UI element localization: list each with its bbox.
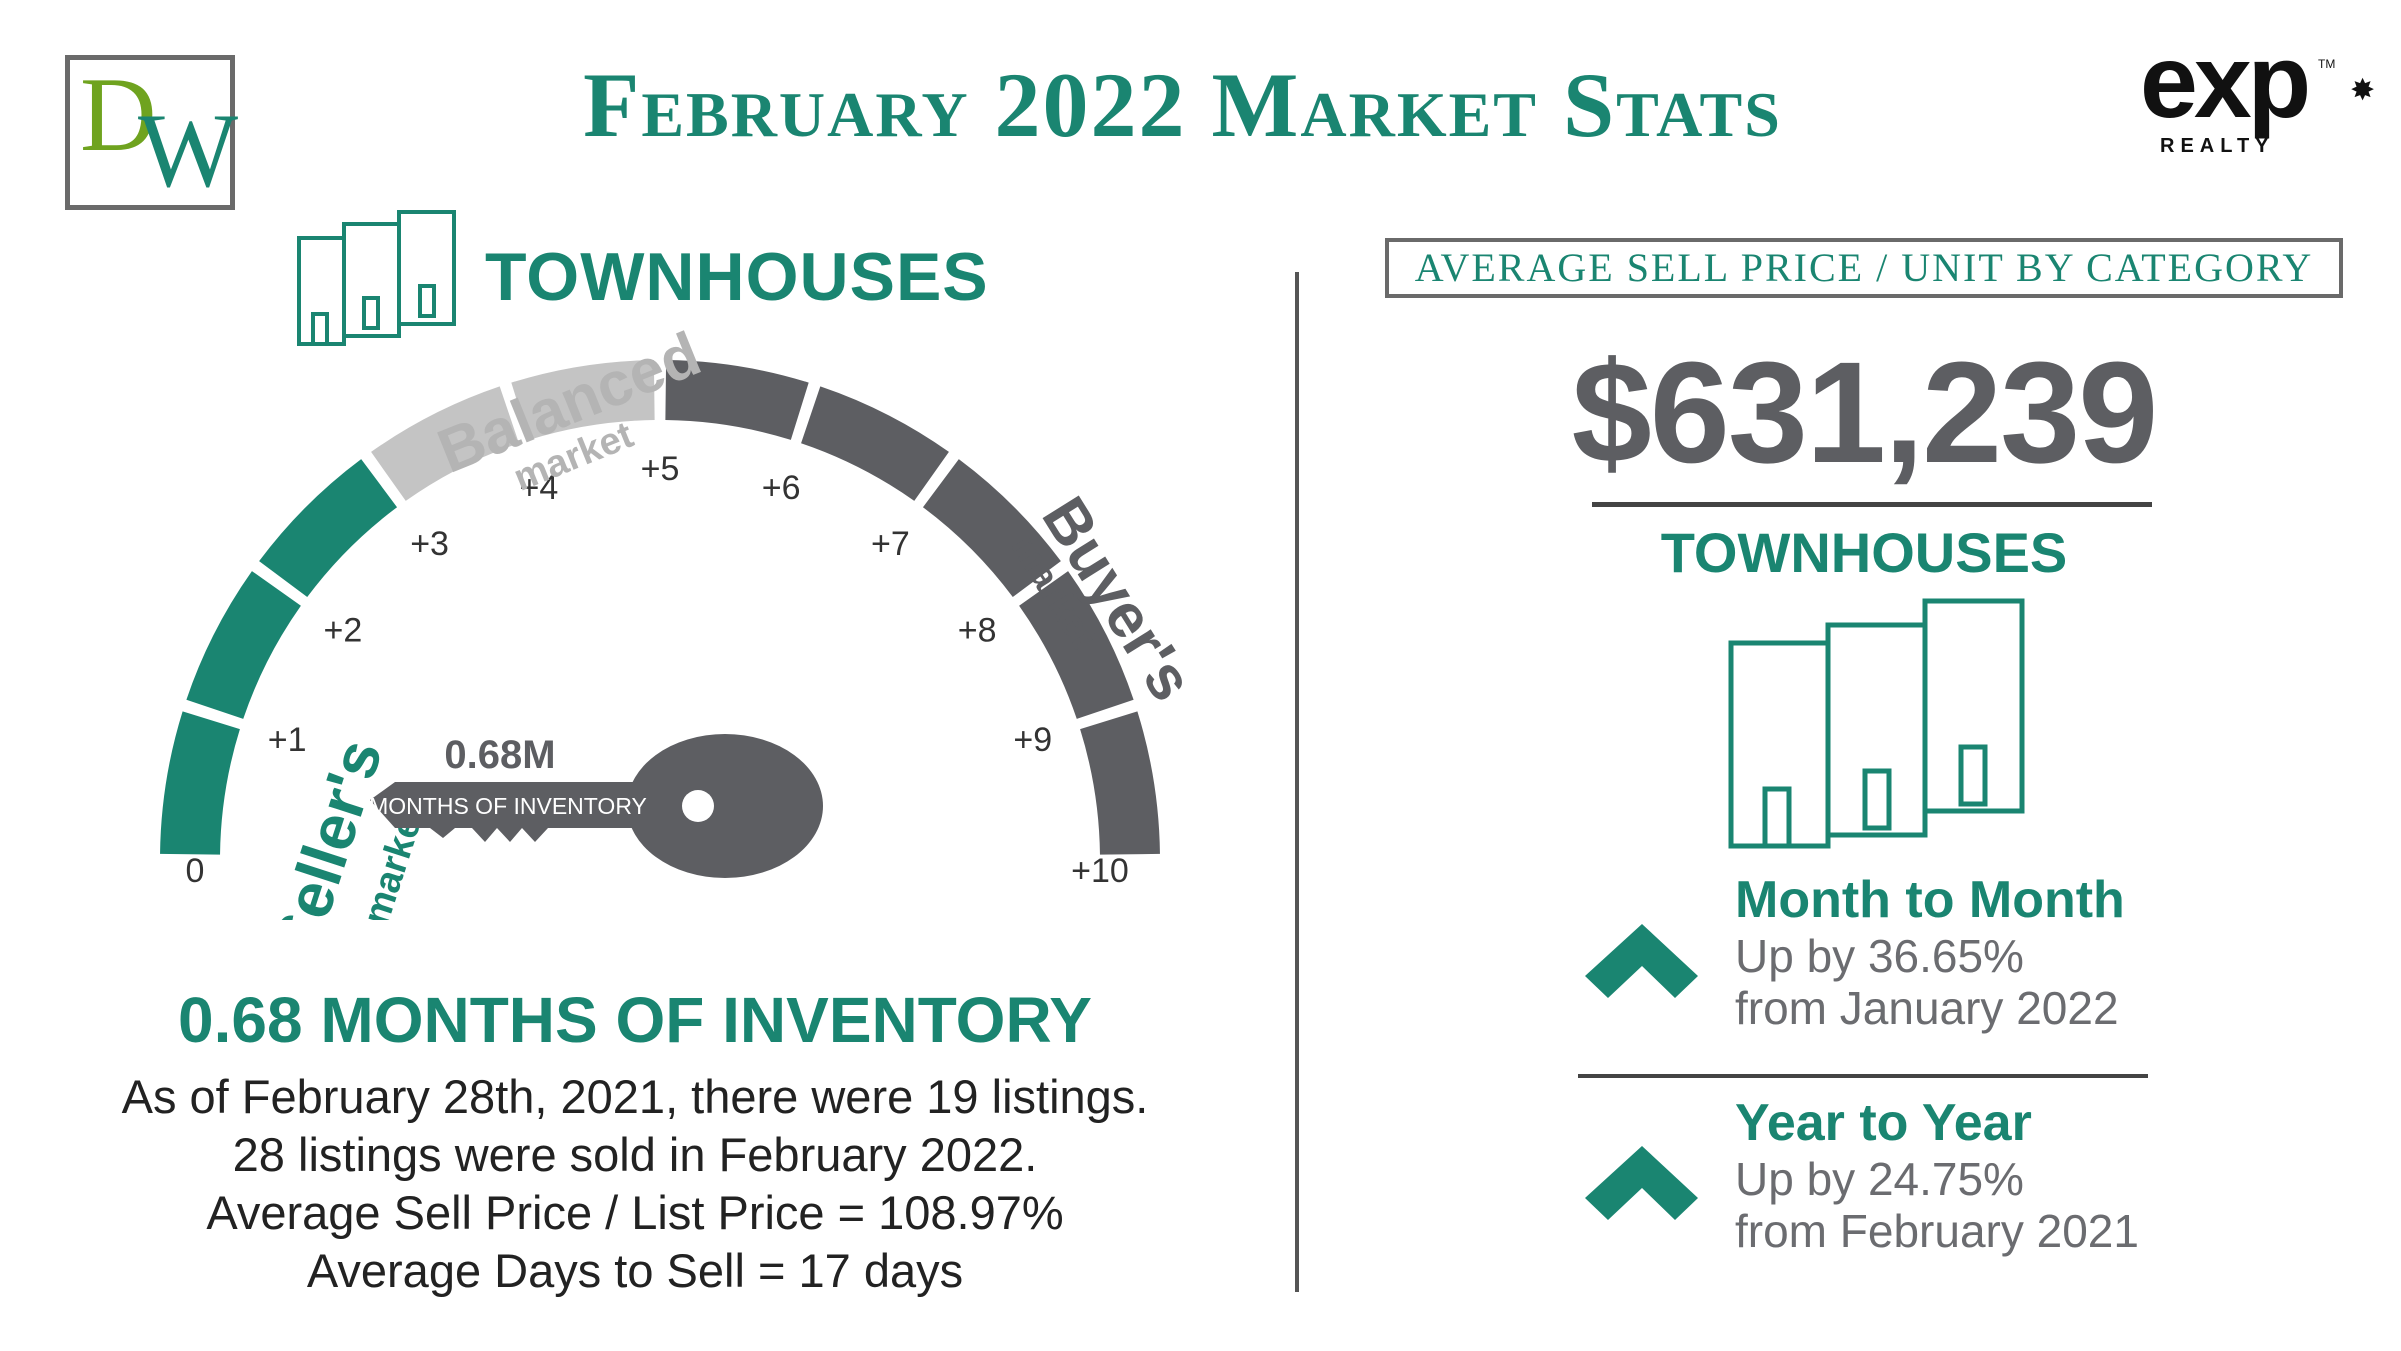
section-divider	[1578, 1074, 2148, 1078]
gauge-tick-label: 0	[186, 852, 205, 890]
key-caption: MONTHS OF INVENTORY	[369, 793, 647, 819]
gauge-tick-label: +9	[1013, 721, 1052, 759]
inventory-line: Average Sell Price / List Price = 108.97…	[206, 1186, 1064, 1239]
up-chevron-icon	[1585, 924, 1698, 998]
gauge-segment	[1019, 571, 1134, 719]
up-chevron-icon	[1585, 1146, 1698, 1220]
year-to-year-period: from February 2021	[1735, 1205, 2139, 1257]
exp-logo-sub: REALTY	[2160, 135, 2275, 157]
month-to-month-change: Up by 36.65%	[1735, 930, 2024, 982]
page-title: February 2022 Market Stats	[583, 54, 1782, 156]
gauge-tick-label: +3	[410, 525, 449, 563]
gauge-tick-label: +10	[1071, 852, 1129, 890]
market-gauge: 0+1+2+3+4+5+6+7+8+9+10 Seller's market B…	[160, 320, 1206, 920]
gauge-segment	[801, 386, 949, 501]
gauge-segment	[665, 360, 809, 440]
gauge-segment	[259, 459, 398, 598]
inventory-line: 28 listings were sold in February 2022.	[232, 1128, 1038, 1181]
gauge-tick-label: +6	[762, 469, 801, 507]
dw-logo-letter-w: W	[138, 92, 239, 209]
townhouse-icon	[1728, 598, 2025, 849]
gauge-tick-label: +8	[958, 612, 997, 650]
gauge-tick-label: +5	[641, 450, 680, 488]
year-to-year-change: Up by 24.75%	[1735, 1153, 2024, 1205]
gauge-segment	[511, 360, 655, 440]
maple-leaf-icon: ✸	[2350, 74, 2376, 107]
gauge-tick-label: +1	[268, 721, 307, 759]
gauge-tick-label: +7	[871, 525, 910, 563]
exp-logo-text: exp	[2140, 24, 2311, 140]
avg-price-label-box: Average Sell Price / Unit by Category	[1385, 238, 2343, 298]
category-label-left: TOWNHOUSES	[485, 239, 989, 315]
gauge-segment	[1080, 711, 1160, 855]
gauge-tick-label: +4	[519, 469, 558, 507]
dw-logo: D W	[65, 55, 239, 210]
inventory-line: As of February 28th, 2021, there were 19…	[121, 1070, 1149, 1123]
year-to-year-block: Year to Year Up by 24.75% from February …	[1735, 1093, 2139, 1257]
inventory-line: Average Days to Sell = 17 days	[306, 1244, 964, 1297]
gauge-segment	[371, 386, 519, 501]
townhouse-icon	[297, 210, 456, 346]
gauge-tick-label: +2	[323, 612, 362, 650]
gauge-segment	[922, 459, 1061, 598]
month-to-month-block: Month to Month Up by 36.65% from January…	[1735, 870, 2125, 1034]
gauge-segment	[186, 571, 301, 719]
average-price: $631,239	[1571, 332, 2159, 493]
vertical-divider	[1295, 272, 1299, 1292]
inventory-heading: 0.68 MONTHS OF INVENTORY	[178, 984, 1092, 1056]
key-icon	[370, 734, 823, 878]
inventory-details: As of February 28th, 2021, there were 19…	[0, 1068, 1270, 1300]
dw-logo-letter-d: D	[80, 56, 157, 173]
year-to-year-title: Year to Year	[1735, 1094, 2032, 1152]
gauge-segment	[160, 711, 240, 855]
exp-logo-tm: TM	[2318, 57, 2336, 71]
exp-realty-logo: exp TM ✸ REALTY	[2140, 24, 2380, 165]
key-value: 0.68M	[444, 733, 555, 777]
month-to-month-period: from January 2022	[1735, 982, 2119, 1034]
month-to-month-title: Month to Month	[1735, 871, 2125, 929]
price-underline	[1592, 502, 2152, 507]
category-label-right: TOWNHOUSES	[1660, 521, 2068, 584]
